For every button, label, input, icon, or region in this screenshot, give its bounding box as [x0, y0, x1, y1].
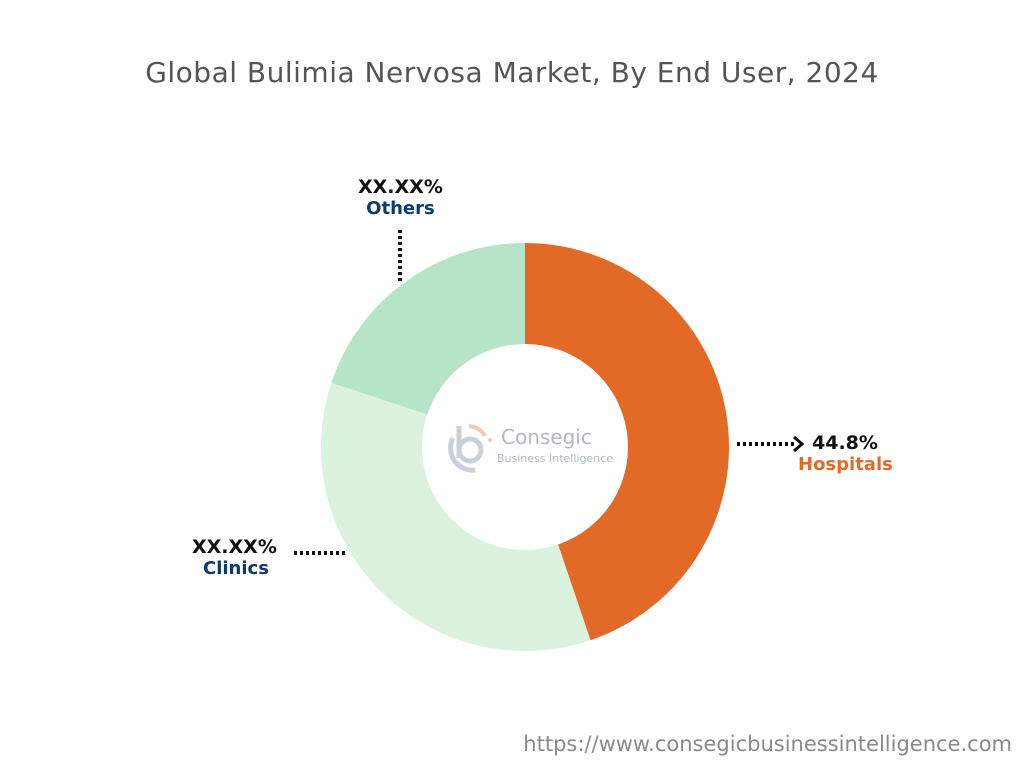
slice-hospitals [525, 243, 729, 641]
arrow-head-icon [793, 435, 805, 453]
label-others: XX.XX% Others [358, 176, 443, 219]
footer-url[interactable]: https://www.consegicbusinessintelligence… [523, 732, 1012, 756]
label-hospitals-name: Hospitals [798, 454, 893, 475]
logo-icon [448, 424, 492, 473]
slice-clinics [321, 382, 591, 652]
watermark-line1: Consegic [501, 425, 592, 449]
watermark-line2: Business Intelligence [497, 452, 614, 465]
label-clinics: XX.XX% Clinics [192, 536, 277, 579]
label-others-name: Others [366, 198, 435, 219]
chart-title: Global Bulimia Nervosa Market, By End Us… [145, 56, 879, 89]
label-hospitals: 44.8% Hospitals [798, 432, 893, 475]
label-clinics-value: XX.XX% [192, 536, 277, 558]
slice-others [331, 243, 525, 415]
watermark-logo: Consegic Business Intelligence [445, 418, 615, 473]
label-others-value: XX.XX% [358, 176, 443, 198]
label-clinics-name: Clinics [203, 558, 269, 579]
label-hospitals-value: 44.8% [812, 432, 878, 454]
